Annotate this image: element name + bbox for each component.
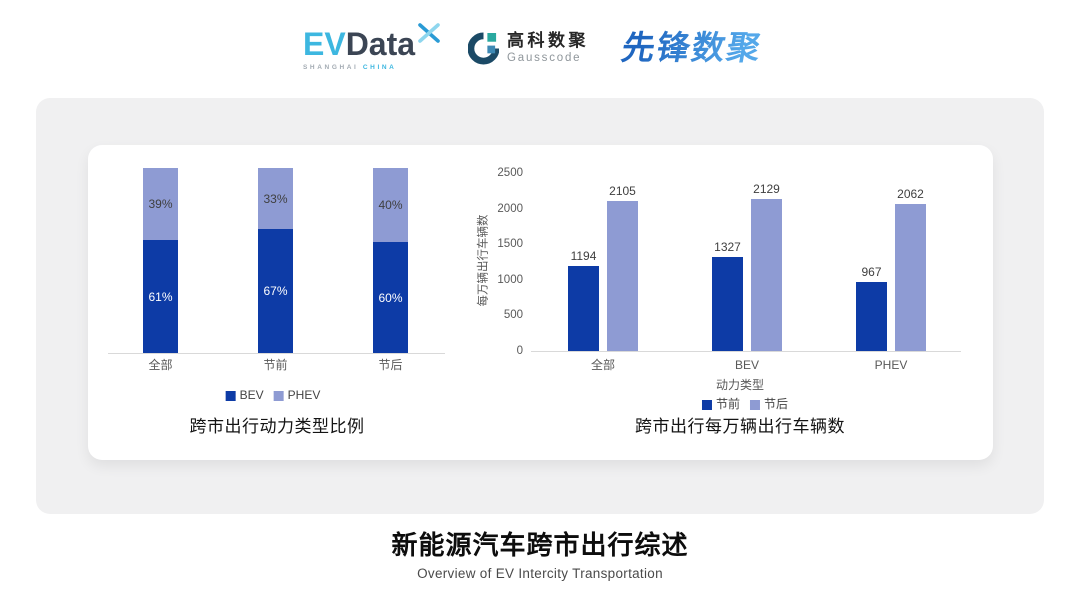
bar-segment-bev	[258, 229, 293, 353]
chart-title: 跨市出行动力类型比例	[189, 417, 365, 436]
evdata-data-text: Data	[345, 26, 416, 62]
legend-label: BEV	[239, 388, 264, 402]
gausscode-name-cn: 高科数聚	[507, 31, 589, 50]
value-label: 1327	[714, 239, 741, 254]
chart-power-type-share: 39% 61% 全部 33% 67% 节前 40% 60% 节后 BEV PHEV 跨市出行动力类型比…	[88, 145, 993, 460]
legend-swatch	[225, 390, 236, 401]
category-label: 节前	[263, 358, 288, 372]
y-tick-label: 0	[516, 345, 523, 357]
value-label: 2062	[897, 187, 924, 202]
segment-label-bev: 61%	[148, 289, 173, 304]
bar-post	[751, 199, 782, 351]
gausscode-name-en: Gausscode	[507, 52, 582, 64]
page-title: 新能源汽车跨市出行综述	[391, 530, 689, 560]
content-panel: 39% 61% 全部 33% 67% 节前 40% 60% 节后 BEV PHEV 跨市出行动力类型比…	[36, 98, 1044, 514]
chart-title: 跨市出行每万辆出行车辆数	[635, 417, 845, 436]
legend-item: BEV	[225, 388, 264, 403]
evdata-tagline: SHANGHAI CHINA	[303, 64, 441, 71]
chart-legend: BEV PHEV	[225, 388, 321, 403]
evdata-x-icon	[418, 23, 440, 43]
footer: 新能源汽车跨市出行综述 Overview of EV Intercity Tra…	[0, 530, 1080, 581]
legend-swatch	[750, 399, 760, 410]
bar-pre	[712, 256, 743, 351]
value-label: 1194	[570, 248, 597, 263]
y-axis-title: 每万辆出行车辆数	[477, 214, 490, 307]
legend-label: 节前	[715, 397, 740, 411]
charts-card: 39% 61% 全部 33% 67% 节前 40% 60% 节后 BEV PHEV 跨市出行动力类型比…	[88, 145, 993, 460]
segment-label-phev: 39%	[148, 197, 173, 212]
legend-label: 节后	[764, 397, 789, 411]
y-tick-label: 2000	[497, 202, 523, 215]
legend-item: 节后	[750, 397, 788, 412]
bar-post	[895, 204, 926, 351]
legend-item: PHEV	[273, 388, 321, 403]
category-label: PHEV	[874, 358, 908, 372]
legend-item: 节前	[701, 397, 740, 412]
evdata-tagline-china: CHINA	[362, 64, 397, 71]
value-label: 2105	[609, 184, 636, 199]
y-tick-label: 500	[503, 309, 523, 322]
evdata-wordmark: EV Data	[303, 23, 441, 62]
x-axis-line	[108, 353, 445, 354]
category-label: 全部	[148, 358, 173, 372]
y-tick-label: 2500	[497, 167, 523, 179]
bar-pre	[856, 282, 887, 351]
bar-segment-phev	[143, 168, 178, 241]
x-axis-title: 动力类型	[715, 378, 764, 392]
evdata-ev-text: EV	[303, 26, 346, 62]
chart-vehicles-per-10k: 0 500 1000 1500 2000 2500 每万辆出行车辆数 1194 2105 全部 13…	[88, 145, 993, 460]
segment-label-bev: 67%	[263, 284, 288, 299]
segment-label-bev: 60%	[378, 290, 403, 305]
value-label: 2129	[753, 182, 780, 197]
gausscode-logo: 高科数聚 Gausscode	[468, 31, 589, 65]
bar-segment-phev	[258, 168, 293, 230]
evdata-logo: EV Data SHANGHAI CHINA	[303, 23, 441, 71]
gausscode-text: 高科数聚 Gausscode	[507, 31, 589, 65]
bar-segment-phev	[373, 168, 408, 242]
value-label: 967	[861, 265, 882, 280]
gausscode-g-icon	[468, 32, 499, 64]
category-label: 全部	[590, 358, 615, 372]
evdata-tagline-shanghai: SHANGHAI	[303, 64, 359, 71]
category-label: 节后	[378, 358, 403, 372]
legend-swatch	[701, 399, 712, 410]
legend-swatch	[273, 390, 284, 401]
bar-segment-bev	[373, 242, 408, 353]
y-tick-label: 1000	[497, 273, 523, 286]
xianfeng-logo: 先锋数聚	[618, 29, 766, 66]
x-axis-line	[531, 351, 961, 352]
bar-segment-bev	[143, 240, 178, 353]
legend-label: PHEV	[287, 388, 321, 402]
segment-label-phev: 33%	[263, 191, 288, 206]
bar-post	[607, 201, 638, 351]
page-subtitle: Overview of EV Intercity Transportation	[417, 566, 663, 581]
chart-legend: 节前 节后	[701, 397, 788, 412]
y-tick-label: 1500	[497, 238, 523, 251]
bar-pre	[568, 265, 599, 351]
category-label: BEV	[734, 358, 759, 372]
segment-label-phev: 40%	[378, 198, 403, 212]
